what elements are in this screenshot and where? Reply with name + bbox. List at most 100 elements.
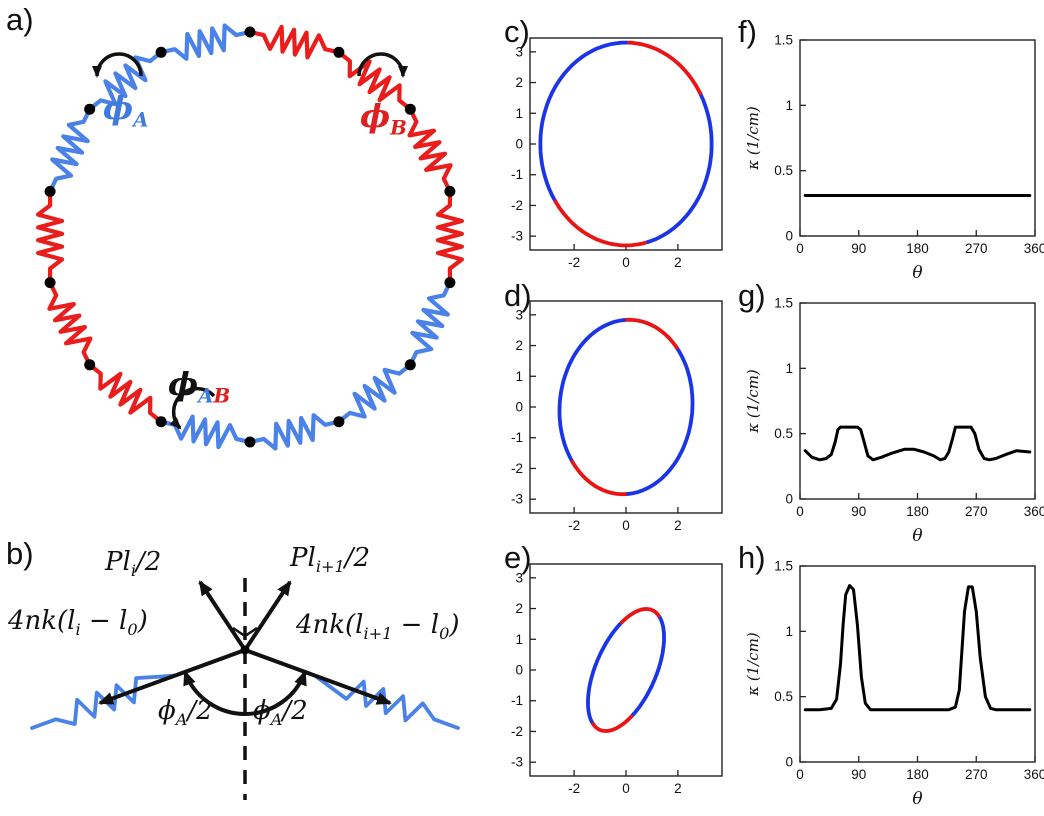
axes: -2 0 2 3 2 1 0 -1 -2 -3 [511,563,723,796]
svg-text:90: 90 [851,504,866,519]
ring-curve [586,607,666,733]
svg-text:360: 360 [1024,767,1044,782]
svg-text:0.5: 0.5 [774,689,793,704]
half-angle-arc-right [244,670,307,716]
phi-B-arrow [357,52,408,78]
axes: 0 90 180 270 360 0 0.5 1 1.5 θ κ (1/cm) [744,559,1044,810]
ring-spring-segment [336,362,413,424]
curvature-plot-h: 0 90 180 270 360 0 0.5 1 1.5 θ κ (1/cm) [744,559,1044,810]
svg-text:1: 1 [785,98,793,113]
svg-text:0: 0 [796,504,804,519]
svg-text:κ (1/cm): κ (1/cm) [744,106,762,171]
svg-text:1: 1 [785,361,793,376]
svg-text:360: 360 [1024,504,1044,519]
svg-text:θ: θ [912,526,922,546]
ring-of-springs [35,23,464,451]
axes: 0 90 180 270 360 0 0.5 1 1.5 θ κ (1/cm) [744,33,1044,284]
panel-label-h: h) [738,540,766,575]
half-angle-left-label: ϕA/2 [158,696,213,730]
curvature-plot-g: 0 90 180 270 360 0 0.5 1 1.5 θ κ (1/cm) [744,296,1044,547]
svg-text:1: 1 [515,369,523,384]
svg-text:360: 360 [1024,241,1044,256]
svg-text:0.5: 0.5 [774,426,793,441]
phi-A-label: ϕA [103,89,149,132]
svg-text:1: 1 [515,632,523,647]
svg-text:1.5: 1.5 [774,296,793,311]
svg-text:-2: -2 [511,724,523,739]
phi-B-label: ϕB [360,97,407,140]
ring-vertex-dot [155,46,167,58]
svg-text:270: 270 [965,504,988,519]
panel-label-a: a) [6,2,34,37]
curvature-curve [803,584,1032,712]
svg-text:-1: -1 [511,167,523,182]
ring-vertex-dot [84,359,96,371]
force-balance-diagram [30,578,460,800]
panel-label-e: e) [504,540,532,575]
svg-text:0: 0 [796,767,804,782]
panel-label-b: b) [6,536,34,571]
ring-spring-segment [247,413,341,451]
svg-text:0: 0 [622,518,630,533]
tension-right-label: Pli+1/2 [290,543,371,577]
axes: -2 0 2 3 2 1 0 -1 -2 -3 [511,37,723,270]
svg-text:-2: -2 [568,255,580,270]
panel-label-f: f) [738,14,757,49]
svg-text:0: 0 [515,137,523,152]
svg-text:θ: θ [912,263,922,283]
svg-text:180: 180 [906,241,929,256]
ring-spring-segment [87,50,164,112]
svg-text:180: 180 [906,767,929,782]
svg-text:2: 2 [515,338,523,353]
ring-vertex-dot [444,185,456,197]
spring-force-arrow-right [244,648,392,705]
svg-text:-2: -2 [568,781,580,796]
ring-vertex-dot [155,416,167,428]
svg-text:1.5: 1.5 [774,33,793,48]
svg-text:-2: -2 [568,518,580,533]
ring-spring-segment [47,280,93,367]
svg-text:2: 2 [515,75,523,90]
ring-vertex-dot [333,416,345,428]
ring-vertex-dot [244,436,256,448]
ring-vertex-dot [404,359,416,371]
phi-AB-label: ϕAB [168,365,231,408]
half-angle-right-label: ϕA/2 [253,696,308,730]
spring-force-arrow-left [98,648,246,705]
svg-text:θ: θ [912,789,922,809]
phi-A-arrow [92,52,143,78]
ring-vertex-dot [84,103,96,115]
svg-text:90: 90 [851,241,866,256]
ring-spring-segment [159,414,253,450]
panel-label-g: g) [738,278,766,313]
svg-text:2: 2 [674,781,682,796]
ring-shape-plot-c: -2 0 2 3 2 1 0 -1 -2 -3 [511,37,723,270]
ring-spring-segment [407,107,453,194]
svg-text:κ (1/cm): κ (1/cm) [744,632,762,697]
svg-text:0: 0 [515,663,523,678]
ring-spring-segment [35,189,65,285]
ring-vertex-dot [44,277,56,289]
ring-vertex-dot [44,185,56,197]
svg-text:0: 0 [622,781,630,796]
ring-spring-segment [47,107,92,194]
ring-shape-plot-e: -2 0 2 3 2 1 0 -1 -2 -3 [511,563,723,796]
svg-text:-1: -1 [511,693,523,708]
svg-text:270: 270 [965,767,988,782]
ring-vertex-dot [404,103,416,115]
ring-curve [557,317,695,497]
panel-label-d: d) [504,278,532,313]
ring-spring-segment [336,50,413,112]
ring-vertex-dot [444,277,456,289]
svg-text:0: 0 [785,755,793,770]
svg-text:-3: -3 [511,492,523,507]
svg-text:-3: -3 [511,229,523,244]
svg-text:90: 90 [851,767,866,782]
ring-spring-segment [435,189,464,285]
svg-text:2: 2 [674,518,682,533]
spring-force-left-label: 4nk(li − l0) [8,606,148,640]
svg-text:3: 3 [515,307,523,322]
ring-vertex-dot [333,46,345,58]
tension-left-label: Pli/2 [105,547,162,581]
svg-text:180: 180 [906,504,929,519]
